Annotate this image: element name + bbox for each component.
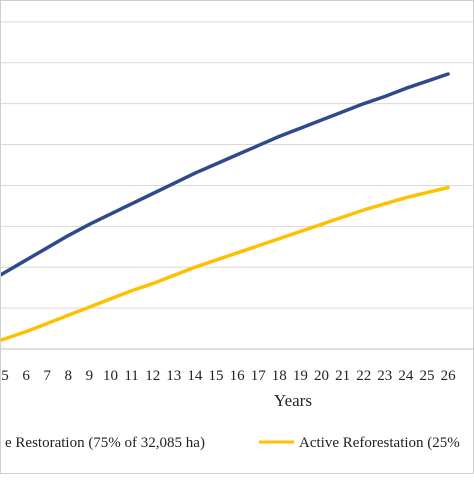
x-tick-label: 5 bbox=[1, 368, 9, 384]
x-tick-label: 10 bbox=[103, 368, 118, 384]
legend: e Restoration (75% of 32,085 ha) Active … bbox=[5, 435, 460, 451]
x-tick-label: 19 bbox=[293, 368, 308, 384]
gridlines bbox=[1, 21, 474, 309]
x-tick-label: 17 bbox=[251, 368, 267, 384]
x-tick-label: 16 bbox=[230, 368, 246, 384]
x-tick-label: 15 bbox=[209, 368, 224, 384]
x-tick-label: 20 bbox=[314, 368, 329, 384]
x-axis-title: Years bbox=[274, 391, 312, 410]
x-tick-labels: 5 6 7 8 9 10 11 12 13 14 15 16 17 18 19 20 21 22 23 24 25 26 bbox=[1, 368, 456, 384]
x-tick-label: 7 bbox=[43, 368, 51, 384]
series-line-1 bbox=[0, 72, 450, 277]
x-tick-label: 11 bbox=[124, 368, 138, 384]
x-tick-label: 18 bbox=[272, 368, 287, 384]
x-tick-label: 9 bbox=[86, 368, 94, 384]
x-tick-label: 24 bbox=[398, 368, 414, 384]
x-tick-label: 13 bbox=[166, 368, 181, 384]
x-tick-label: 25 bbox=[420, 368, 435, 384]
series-lines bbox=[0, 72, 450, 342]
x-tick-label: 23 bbox=[377, 368, 392, 384]
series-line-2 bbox=[0, 185, 450, 342]
x-tick-label: 8 bbox=[65, 368, 73, 384]
x-tick-label: 6 bbox=[22, 368, 30, 384]
x-tick-label: 21 bbox=[335, 368, 350, 384]
legend-label-series-2: Active Reforestation (25% bbox=[299, 435, 460, 451]
x-tick-label: 12 bbox=[145, 368, 160, 384]
x-tick-label: 14 bbox=[187, 368, 203, 384]
x-tick-label: 22 bbox=[356, 368, 371, 384]
x-tick-label: 26 bbox=[441, 368, 457, 384]
legend-label-series-1: e Restoration (75% of 32,085 ha) bbox=[5, 435, 205, 451]
